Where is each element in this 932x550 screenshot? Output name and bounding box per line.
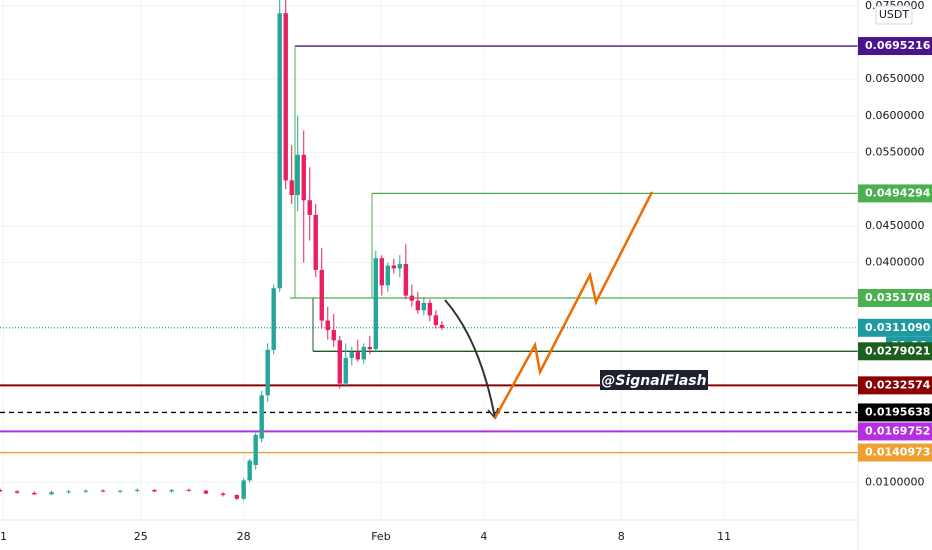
candle-body (271, 288, 276, 350)
level-label-box (858, 403, 932, 422)
level-label: 0.0140973 (865, 446, 930, 459)
level-label-box (858, 318, 932, 337)
x-tick-label: 25 (134, 530, 148, 543)
candle-body (439, 324, 445, 328)
candle-body (313, 214, 318, 270)
candle-body (283, 13, 288, 181)
level-label-box (858, 443, 932, 462)
candle-body (83, 490, 88, 492)
candle-body (169, 489, 174, 492)
candle-body (0, 489, 3, 492)
level-label-box (858, 422, 932, 441)
level-label: 0.0695216 (865, 39, 931, 52)
x-tick-label: Feb (371, 530, 390, 543)
candle-body (295, 154, 300, 196)
candle-body (66, 491, 71, 493)
watermark: @SignalFlash (601, 373, 706, 389)
candle-body (289, 180, 294, 196)
level-label: 0.0232574 (865, 378, 931, 391)
candle-body (259, 395, 264, 439)
candle-body (265, 349, 270, 396)
candle-body (152, 489, 157, 492)
candle-body (385, 265, 391, 286)
candle-body (409, 295, 415, 301)
level-label-box (858, 342, 932, 361)
candle-body (253, 434, 258, 465)
projection-down (444, 299, 496, 419)
y-tick-label: 0.0600000 (865, 109, 925, 122)
candle-body (203, 490, 209, 494)
candle-body (415, 300, 421, 311)
candle-body (220, 493, 226, 496)
price-unit: USDT (879, 8, 910, 21)
y-tick-label: 0.0650000 (865, 72, 925, 85)
level-label-box (858, 184, 932, 203)
watermark-box (600, 370, 708, 390)
candle-body (391, 265, 397, 269)
candle-body (403, 264, 409, 296)
level-label: 0.0279021 (865, 344, 930, 357)
level-label: 0.0195638 (865, 405, 930, 418)
candle-body (277, 13, 282, 289)
candle-body (307, 200, 312, 215)
candle-body (343, 357, 348, 384)
candle-body (355, 352, 360, 360)
level-label-box (858, 376, 932, 395)
level-label: 0.0351708 (865, 291, 930, 304)
candle-body (117, 490, 123, 492)
y-tick-label: 0.0400000 (865, 256, 925, 269)
candle-body (397, 264, 403, 269)
candle-body (433, 315, 439, 325)
x-tick-label: 8 (618, 530, 625, 543)
candle-body (241, 480, 246, 499)
level-label-box (858, 37, 932, 56)
y-tick-label: 0.0450000 (865, 219, 925, 232)
candle-body (367, 346, 372, 350)
candle-body (186, 489, 191, 491)
candle-body (337, 340, 342, 384)
candle-body (135, 489, 140, 491)
candle-body (361, 346, 366, 360)
candle-body (247, 460, 252, 481)
candle-body (14, 491, 20, 493)
candle-body (49, 492, 54, 495)
candle-body (331, 330, 336, 341)
x-tick-label: 1 (0, 530, 7, 543)
candle-body (319, 269, 324, 321)
candle-body (100, 490, 106, 492)
x-tick-label: 11 (717, 530, 731, 543)
candle-body (427, 302, 433, 316)
level-label: 0.0494294 (865, 186, 931, 199)
y-tick-label: 0.0550000 (865, 146, 925, 159)
candle-body (32, 492, 37, 495)
level-label: 0.0311090 (865, 321, 931, 334)
candle-body (421, 302, 427, 311)
y-tick-label: 0.0100000 (865, 476, 925, 489)
unit-box[interactable] (875, 5, 913, 25)
candle-body (349, 352, 354, 358)
candle-body (325, 320, 330, 331)
candle-body (379, 258, 385, 286)
level-label: 0.0169752 (865, 424, 930, 437)
x-tick-label: 4 (480, 530, 487, 543)
candle-body (373, 258, 379, 350)
x-tick-label: 28 (237, 530, 251, 543)
projection-up (493, 191, 654, 419)
level-label-box (858, 288, 932, 307)
candle-body (301, 154, 306, 201)
candle-body (234, 495, 240, 499)
